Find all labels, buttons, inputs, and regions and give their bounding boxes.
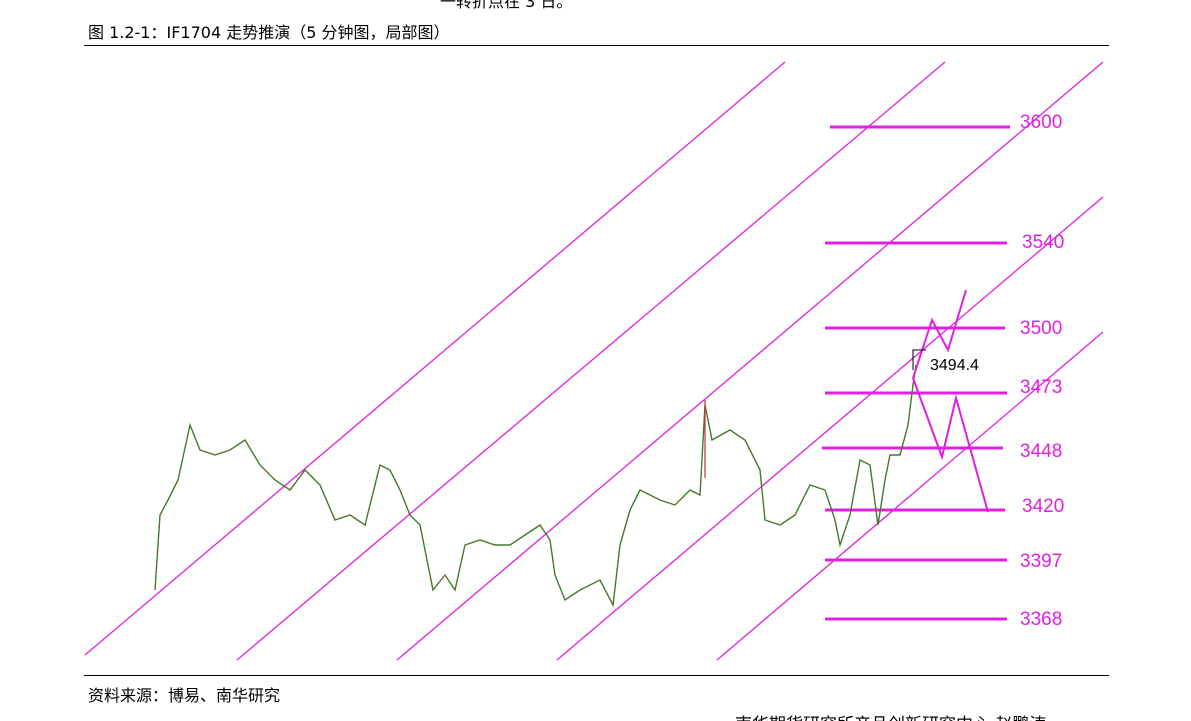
price-path-up bbox=[154, 364, 917, 607]
level-label: 3500 bbox=[1020, 318, 1062, 339]
level-label: 3473 bbox=[1020, 377, 1062, 398]
figure-title: 图 1.2-1：IF1704 走势推演（5 分钟图，局部图） bbox=[88, 23, 450, 42]
rule-bottom bbox=[84, 675, 1109, 676]
level-label: 3540 bbox=[1022, 232, 1064, 253]
annotation: 3494.4 bbox=[930, 357, 979, 374]
level-label: 3448 bbox=[1020, 441, 1062, 462]
level-label: 3397 bbox=[1020, 551, 1062, 572]
level-lines bbox=[822, 125, 1010, 621]
source: 资料来源：博易、南华研究 bbox=[88, 686, 281, 705]
rule-top bbox=[84, 45, 1109, 46]
cut-text: 一转折点在 3 日。 bbox=[440, 0, 573, 11]
level-label: 3600 bbox=[1020, 112, 1062, 133]
level-label: 3420 bbox=[1022, 496, 1064, 517]
author: 南华期货研究所产品创新研究中心 赵鹏涛 bbox=[735, 710, 1046, 721]
level-label: 3368 bbox=[1020, 609, 1062, 630]
annotation-marker bbox=[912, 349, 926, 370]
channel-lines bbox=[84, 61, 1104, 661]
forecast-paths bbox=[912, 289, 989, 513]
price-path bbox=[154, 364, 917, 608]
